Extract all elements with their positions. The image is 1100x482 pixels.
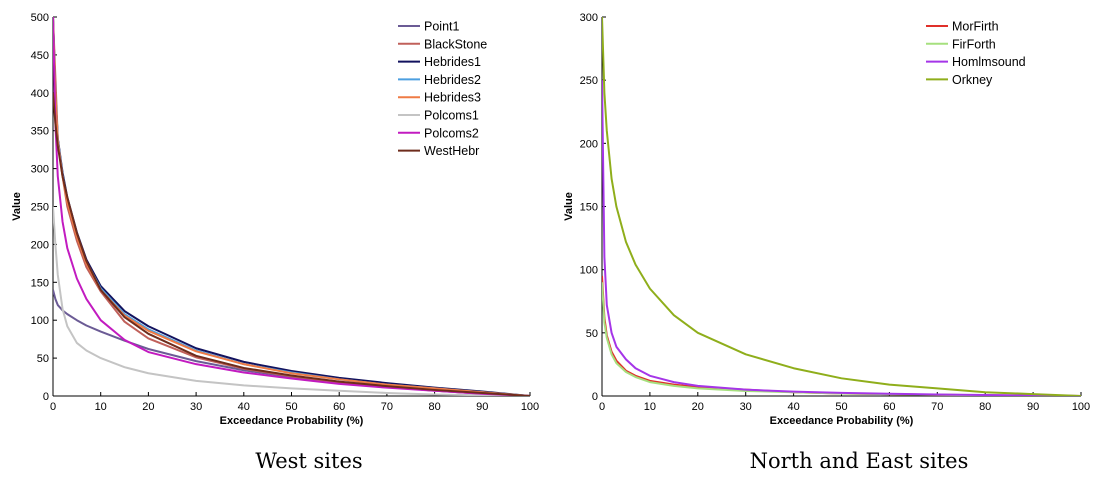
series-line-polcoms1 xyxy=(53,206,530,396)
legend-label-point1: Point1 xyxy=(424,20,459,34)
x-tick-label: 10 xyxy=(95,401,107,413)
x-tick-label: 50 xyxy=(285,401,297,413)
y-axis-label: Value xyxy=(563,192,575,221)
legend-label-morfirth: MorFirth xyxy=(952,20,999,34)
legend-label-orkney: Orkney xyxy=(952,73,993,87)
x-tick-label: 50 xyxy=(835,401,847,413)
legend-label-firforth: FirForth xyxy=(952,37,996,51)
x-tick-label: 70 xyxy=(931,401,943,413)
y-tick-label: 200 xyxy=(31,239,49,251)
x-tick-label: 40 xyxy=(238,401,250,413)
legend-label-polcoms2: Polcoms2 xyxy=(424,126,479,140)
x-tick-label: 30 xyxy=(190,401,202,413)
y-tick-label: 450 xyxy=(31,50,49,62)
x-tick-label: 20 xyxy=(142,401,154,413)
legend-label-blackstone: BlackStone xyxy=(424,37,487,51)
x-tick-label: 20 xyxy=(692,401,704,413)
y-tick-label: 150 xyxy=(580,202,598,214)
x-tick-label: 60 xyxy=(883,401,895,413)
y-tick-label: 0 xyxy=(43,391,49,403)
y-tick-label: 150 xyxy=(31,277,49,289)
chart-west-sites: 0 10 20 30 40 50 60 70 80 90 100 0 50 100 150 200 250 300… xyxy=(11,12,539,473)
x-tick-label: 80 xyxy=(979,401,991,413)
y-tick-label: 100 xyxy=(580,265,598,277)
series-line-point1 xyxy=(53,289,530,396)
chart-caption: North and East sites xyxy=(750,449,969,473)
chart-north-east-sites: 0 10 20 30 40 50 60 70 80 90 100 0 50 100 150 200 250 300… xyxy=(563,12,1090,473)
series-line-polcoms2 xyxy=(53,17,530,396)
y-tick-label: 250 xyxy=(31,202,49,214)
y-tick-label: 300 xyxy=(31,164,49,176)
y-tick-label: 200 xyxy=(580,138,598,150)
y-axis-label: Value xyxy=(11,192,23,221)
x-tick-label: 60 xyxy=(333,401,345,413)
legend-label-hebrides2: Hebrides2 xyxy=(424,73,481,87)
x-tick-label: 80 xyxy=(428,401,440,413)
y-tick-label: 300 xyxy=(580,12,598,24)
chart-caption: West sites xyxy=(255,449,362,473)
y-tick-label: 250 xyxy=(580,75,598,87)
y-tick-label: 50 xyxy=(37,353,49,365)
x-tick-label: 40 xyxy=(787,401,799,413)
y-tick-label: 350 xyxy=(31,126,49,138)
x-tick-label: 90 xyxy=(476,401,488,413)
x-tick-label: 0 xyxy=(599,401,605,413)
legend-label-hebrides1: Hebrides1 xyxy=(424,55,481,69)
x-tick-label: 70 xyxy=(381,401,393,413)
x-tick-label: 100 xyxy=(521,401,539,413)
series-line-orkney xyxy=(602,17,1081,396)
y-tick-label: 0 xyxy=(592,391,598,403)
y-tick-label: 100 xyxy=(31,315,49,327)
legend-label-westhebr: WestHebr xyxy=(424,144,479,158)
legend-label-hebrides3: Hebrides3 xyxy=(424,91,481,105)
x-tick-label: 90 xyxy=(1027,401,1039,413)
legend: MorFirth FirForth Homlmsound Orkney xyxy=(926,20,1026,87)
series-line-homlmsound xyxy=(602,80,1081,396)
plot-area xyxy=(602,17,1081,396)
x-tick-label: 100 xyxy=(1072,401,1090,413)
series-line-westhebr xyxy=(53,92,530,396)
y-tick-label: 500 xyxy=(31,12,49,24)
x-axis-label: Exceedance Probability (%) xyxy=(220,415,364,427)
y-tick-label: 50 xyxy=(586,328,598,340)
legend-label-polcoms1: Polcoms1 xyxy=(424,109,479,123)
x-tick-label: 0 xyxy=(50,401,56,413)
legend-label-homlmsound: Homlmsound xyxy=(952,55,1026,69)
y-tick-label: 400 xyxy=(31,88,49,100)
plot-area xyxy=(53,17,530,396)
x-tick-label: 30 xyxy=(740,401,752,413)
x-tick-label: 10 xyxy=(644,401,656,413)
legend: Point1 BlackStone Hebrides1 Hebrides2 Hebrid… xyxy=(398,20,487,158)
x-axis-label: Exceedance Probability (%) xyxy=(770,415,914,427)
